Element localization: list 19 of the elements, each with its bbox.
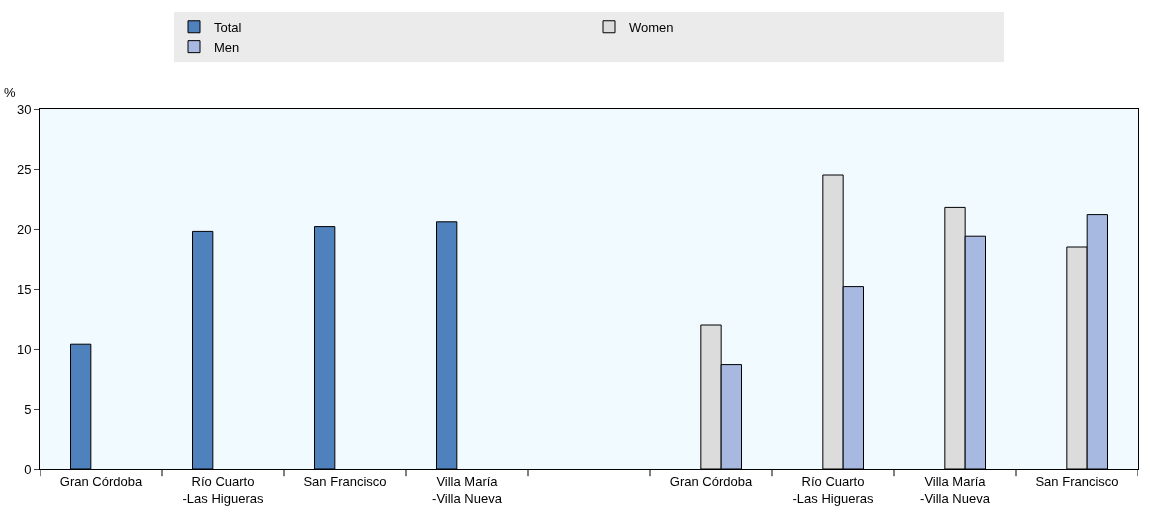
x-tick-label: Gran Córdoba [669, 473, 753, 489]
y-tick-label: 10 [16, 341, 32, 357]
x-tick-label: Río Cuarto -Las Higueras [182, 473, 264, 506]
x-tick-label: Villa María -Villa Nueva [432, 473, 503, 506]
x-tick-label: Villa María -Villa Nueva [920, 473, 991, 506]
x-tick-label: San Francisco [1035, 473, 1119, 489]
x-tick-label: San Francisco [303, 473, 387, 489]
x-tick-label: Gran Córdoba [59, 473, 143, 489]
x-tick-label: Río Cuarto -Las Higueras [792, 473, 874, 506]
y-axis-title: % [4, 85, 16, 100]
legend-label: Women [629, 19, 674, 35]
legend-label: Men [214, 39, 240, 55]
y-tick-label: 15 [16, 281, 32, 297]
y-tick-label: 0 [24, 461, 32, 477]
y-tick-label: 5 [24, 401, 32, 417]
y-tick-label: 30 [16, 101, 32, 117]
y-tick-label: 25 [16, 161, 32, 177]
y-tick-label: 20 [16, 221, 32, 237]
legend-label: Total [214, 19, 242, 35]
